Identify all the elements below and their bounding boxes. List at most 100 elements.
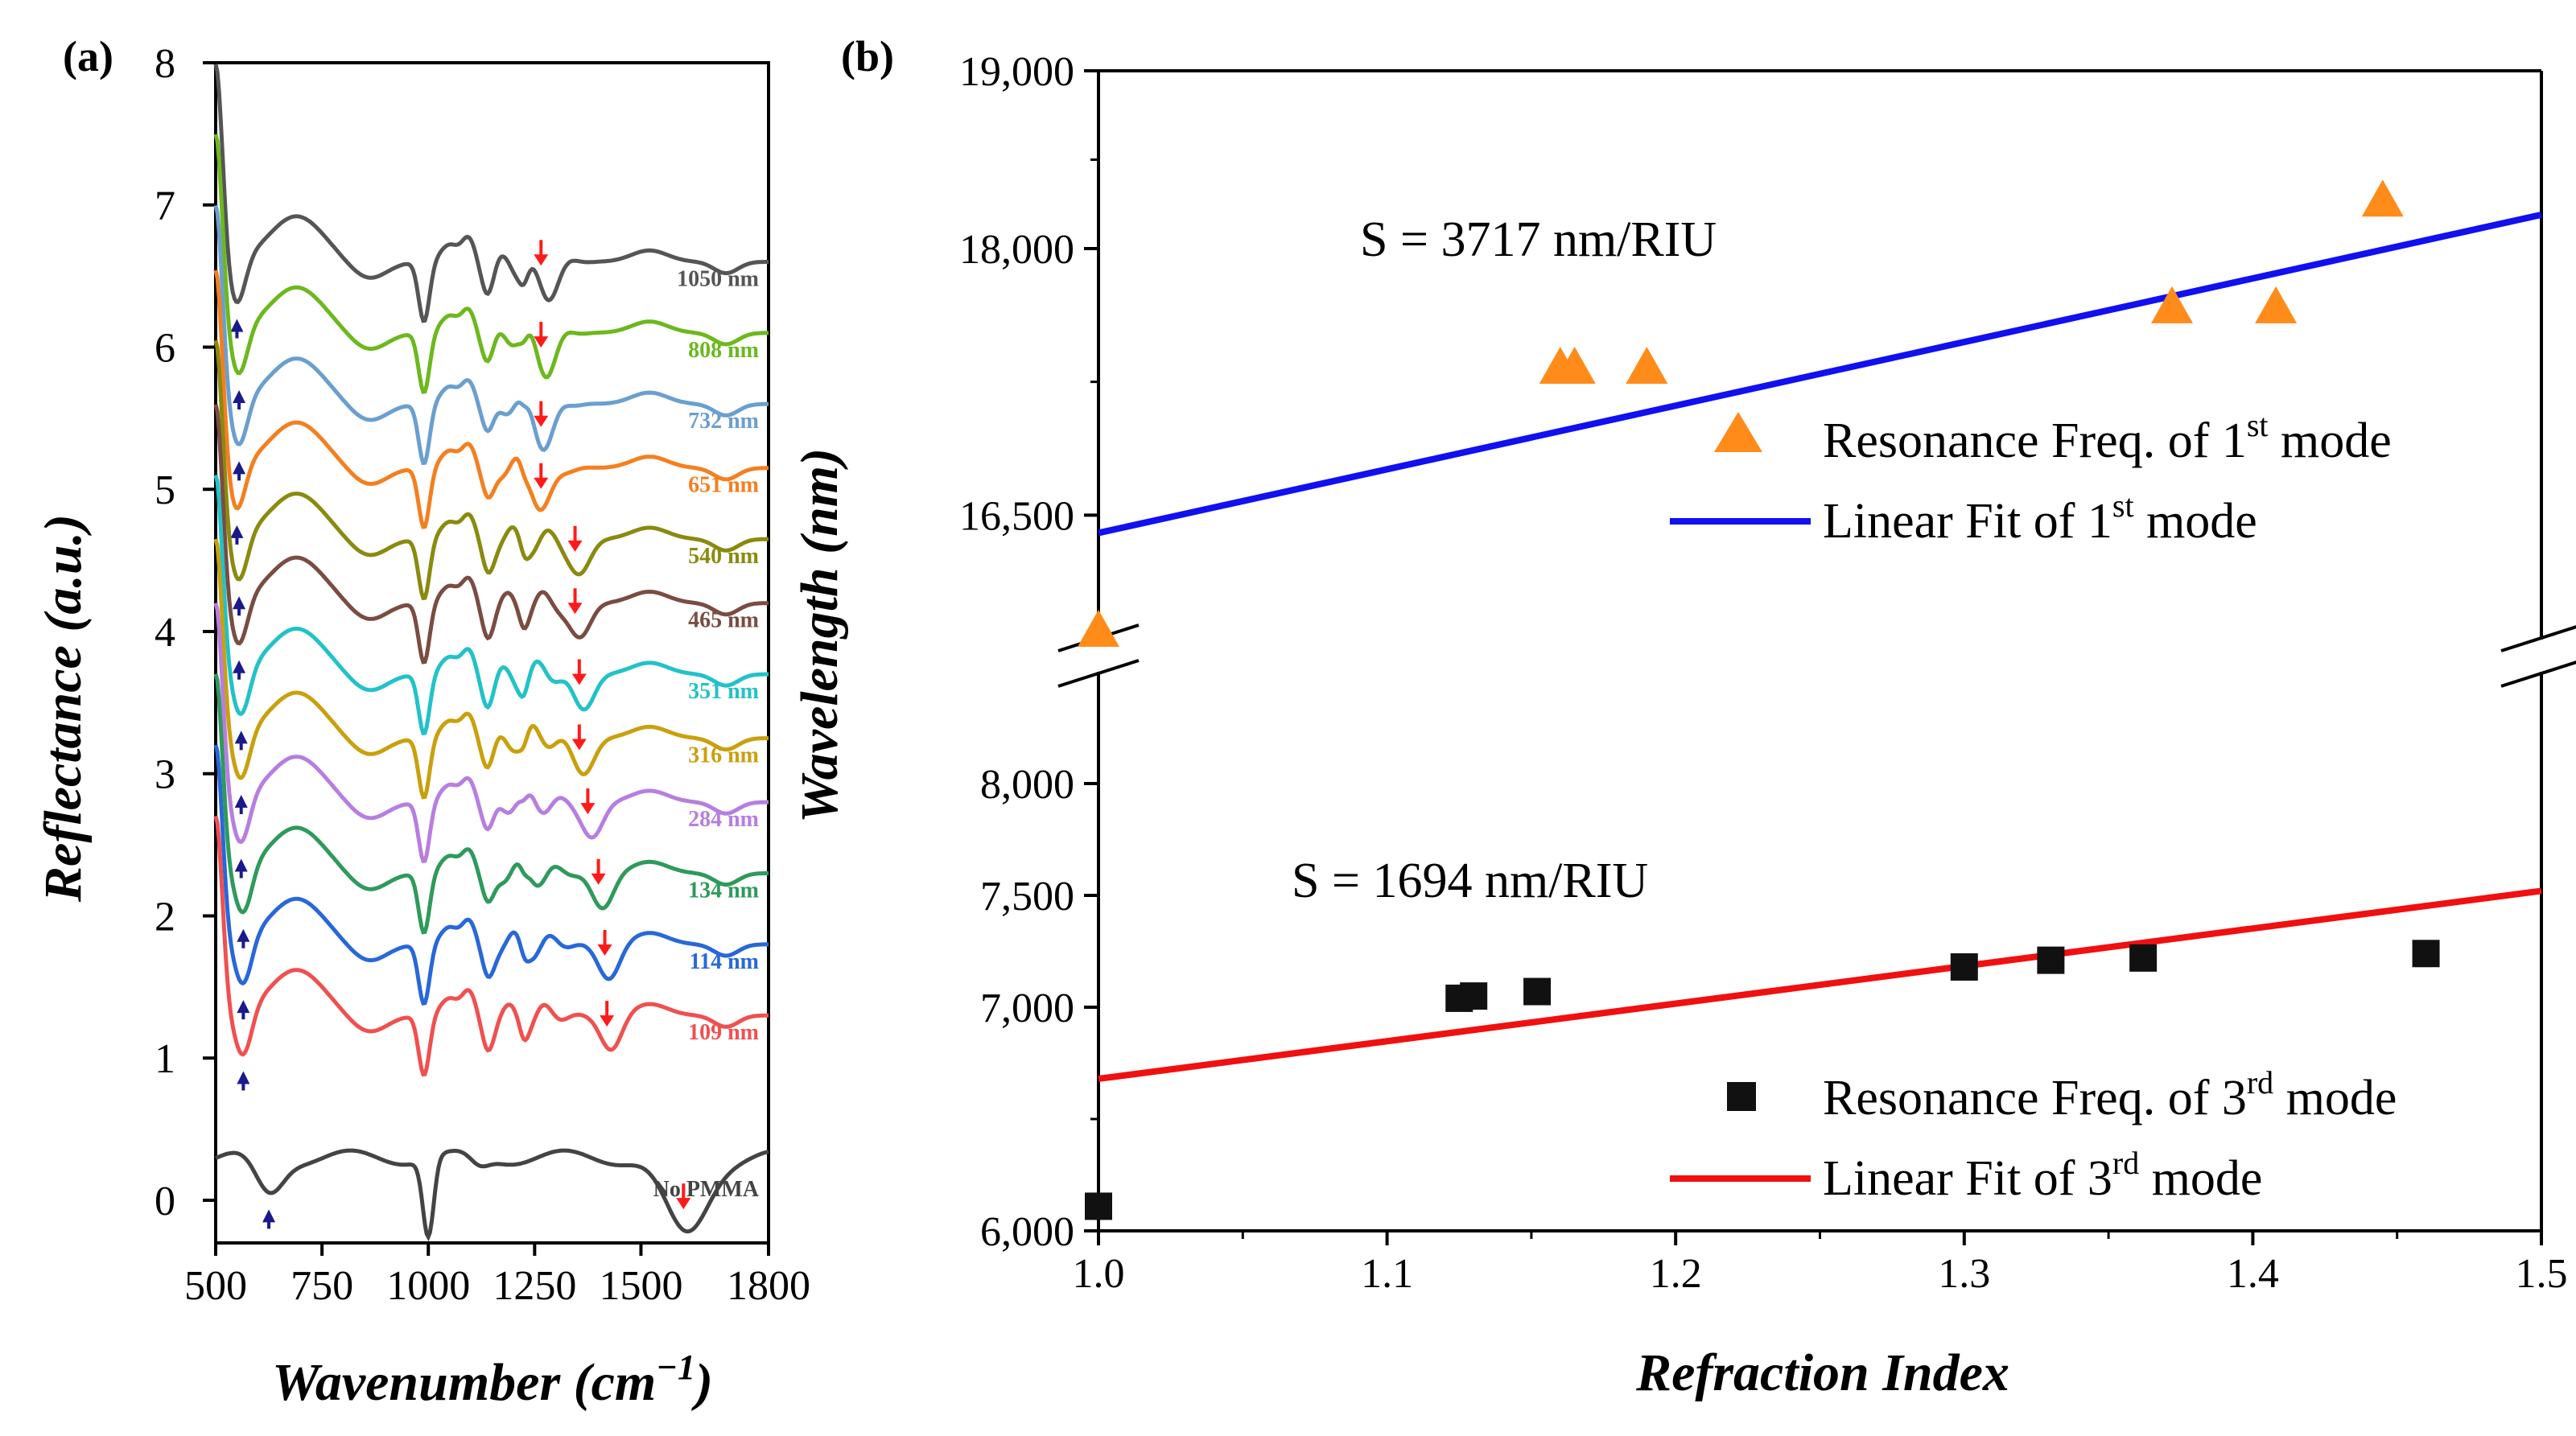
legend-item-resonance-3rd: Resonance Freq. of 3rd mode bbox=[1823, 1064, 2397, 1125]
legend-fit-1st-text: Linear Fit of 1 bbox=[1823, 494, 2112, 549]
panel-a-x-axis-label-end: ) bbox=[691, 1353, 713, 1412]
dip-arrow-marker bbox=[233, 660, 246, 680]
panel-b-ticks: 1.0 1.1 1.2 1.3 1.4 1.5 16,500 18,000 19,000 6,00… bbox=[959, 49, 2568, 1297]
panel-b-x-tick-label: 1.1 bbox=[1361, 1251, 1413, 1297]
spectrum-curve bbox=[213, 538, 769, 800]
legend-fit-3rd-sup: rd bbox=[2112, 1145, 2139, 1181]
axis-break-mark bbox=[2500, 625, 2576, 652]
resonance-arrow-marker bbox=[591, 858, 606, 885]
resonance-3rd-mode-point bbox=[1950, 953, 1978, 981]
panel-b-y-tick-label: 8,000 bbox=[980, 762, 1074, 808]
dip-arrow-marker bbox=[230, 319, 244, 339]
dip-arrow-marker bbox=[234, 858, 248, 878]
legend-resonance-3rd-after: mode bbox=[2273, 1071, 2397, 1125]
legend-resonance-1st-after: mode bbox=[2269, 414, 2392, 468]
panel-a-x-tick-label: 1500 bbox=[599, 1263, 682, 1309]
panel-a-y-tick-label: 5 bbox=[155, 467, 175, 513]
resonance-1st-mode-point bbox=[1078, 609, 1119, 647]
panel-b-x-tick-label: 1.3 bbox=[1938, 1251, 1990, 1297]
spectrum-label: 465 nm bbox=[688, 608, 759, 633]
resonance-arrow-marker bbox=[567, 588, 583, 615]
dip-arrow-marker bbox=[234, 730, 248, 751]
spectrum-label: 651 nm bbox=[688, 473, 759, 498]
spectrum-curve bbox=[213, 404, 769, 665]
panel-b-y-tick-label: 19,000 bbox=[959, 49, 1074, 95]
legend-resonance-1st-sup: st bbox=[2247, 407, 2269, 443]
annotation-sensitivity-3rd-mode: S = 1694 nm/RIU bbox=[1292, 854, 1648, 908]
spectrum-curve bbox=[213, 602, 769, 863]
legend-fit-3rd-text: Linear Fit of 3 bbox=[1823, 1151, 2112, 1206]
dip-arrow-marker bbox=[237, 928, 250, 948]
resonance-arrow-marker bbox=[580, 788, 596, 815]
panel-a-x-tick-label: 1800 bbox=[727, 1263, 810, 1309]
spectrum-label: 732 nm bbox=[688, 409, 759, 434]
spectrum-label: 540 nm bbox=[688, 544, 759, 569]
panel-b-x-tick-label: 1.0 bbox=[1073, 1251, 1125, 1297]
legend-resonance-3rd-sup: rd bbox=[2247, 1064, 2273, 1101]
fit-line bbox=[1098, 212, 2542, 537]
panel-a: (a) 500 750 1000 1250 1500 1800 0 1 2 3 4 5 6 7 8 1050… bbox=[34, 32, 810, 1412]
resonance-arrow-marker bbox=[534, 401, 549, 427]
panel-a-y-tick-label: 1 bbox=[155, 1036, 175, 1082]
panel-a-y-tick-label: 2 bbox=[155, 894, 175, 940]
panel-b-y-axis-label: Wavelength (nm) bbox=[790, 448, 849, 823]
resonance-3rd-mode-point bbox=[2412, 940, 2440, 968]
resonance-3rd-mode-point bbox=[2037, 946, 2065, 974]
panel-a-curves: 1050 nm 808 nm 732 nm 651 nm 540 nm 465 nm 351… bbox=[213, 64, 769, 1242]
spectrum-curve bbox=[215, 1148, 769, 1242]
panel-b-y-tick-label: 16,500 bbox=[959, 493, 1074, 539]
panel-a-frame bbox=[214, 61, 770, 1245]
spectrum-curve bbox=[213, 673, 769, 935]
dip-arrow-marker bbox=[233, 389, 246, 409]
dip-arrow-marker bbox=[233, 596, 246, 616]
spectrum-curve bbox=[213, 474, 769, 736]
resonance-arrow-marker bbox=[597, 929, 612, 956]
spectrum-label: 134 nm bbox=[688, 878, 759, 903]
legend-item-resonance-1st: Resonance Freq. of 1st mode bbox=[1823, 407, 2392, 468]
panel-a-y-tick-label: 0 bbox=[155, 1179, 175, 1224]
legend-fit-3rd-after: mode bbox=[2139, 1151, 2262, 1206]
panel-b-frame bbox=[1057, 69, 2576, 1232]
fit-line bbox=[1098, 887, 2542, 1082]
dip-arrow-marker bbox=[237, 1000, 250, 1020]
panel-a-x-axis-label-sup: −1 bbox=[656, 1348, 695, 1387]
panel-b-y-tick-label: 7,500 bbox=[980, 874, 1074, 920]
spectrum-label: No PMMA bbox=[653, 1177, 760, 1202]
panel-b-y-tick-label: 7,000 bbox=[980, 985, 1074, 1031]
panel-a-y-tick-label: 4 bbox=[155, 610, 175, 656]
resonance-arrow-marker bbox=[534, 322, 549, 348]
dip-arrow-marker bbox=[237, 1071, 250, 1091]
panel-a-x-tick-label: 1250 bbox=[493, 1263, 576, 1309]
resonance-3rd-mode-point bbox=[2129, 944, 2158, 972]
spectrum-curve bbox=[213, 270, 769, 529]
resonance-arrow-marker bbox=[600, 1001, 615, 1027]
legend-top: Resonance Freq. of 1st mode Linear Fit o… bbox=[1670, 407, 2392, 549]
resonance-3rd-mode-point bbox=[1460, 982, 1488, 1010]
dip-arrow-marker bbox=[234, 794, 248, 814]
panel-a-label: (a) bbox=[63, 32, 113, 80]
spectrum-curve bbox=[213, 339, 769, 601]
panel-b-x-tick-label: 1.5 bbox=[2516, 1251, 2568, 1297]
spectrum-label: 284 nm bbox=[688, 807, 759, 832]
panel-a-ticks: 500 750 1000 1250 1500 1800 0 1 2 3 4 5 6 7 8 bbox=[155, 41, 810, 1309]
panel-b-plot bbox=[1078, 179, 2542, 1220]
panel-b-x-tick-label: 1.2 bbox=[1650, 1251, 1702, 1297]
panel-b-y-tick-label: 18,000 bbox=[959, 227, 1074, 273]
panel-b-label: (b) bbox=[841, 32, 894, 80]
dip-arrow-marker bbox=[233, 461, 246, 481]
dip-arrow-marker bbox=[230, 525, 244, 545]
spectrum-label: 109 nm bbox=[688, 1020, 759, 1045]
legend-bottom: Resonance Freq. of 3rd mode Linear Fit o… bbox=[1670, 1064, 2397, 1206]
resonance-arrow-marker bbox=[534, 463, 549, 489]
resonance-1st-mode-point bbox=[2150, 286, 2193, 323]
resonance-1st-mode-point bbox=[2255, 286, 2298, 323]
spectrum-curve bbox=[213, 134, 769, 394]
legend-square-marker bbox=[1727, 1082, 1756, 1111]
spectrum-curve bbox=[213, 744, 769, 1006]
axis-break-mark bbox=[1057, 659, 1140, 688]
panel-a-y-tick-label: 8 bbox=[155, 41, 175, 87]
spectrum-label: 1050 nm bbox=[677, 266, 759, 291]
panel-a-y-tick-label: 7 bbox=[155, 183, 175, 229]
